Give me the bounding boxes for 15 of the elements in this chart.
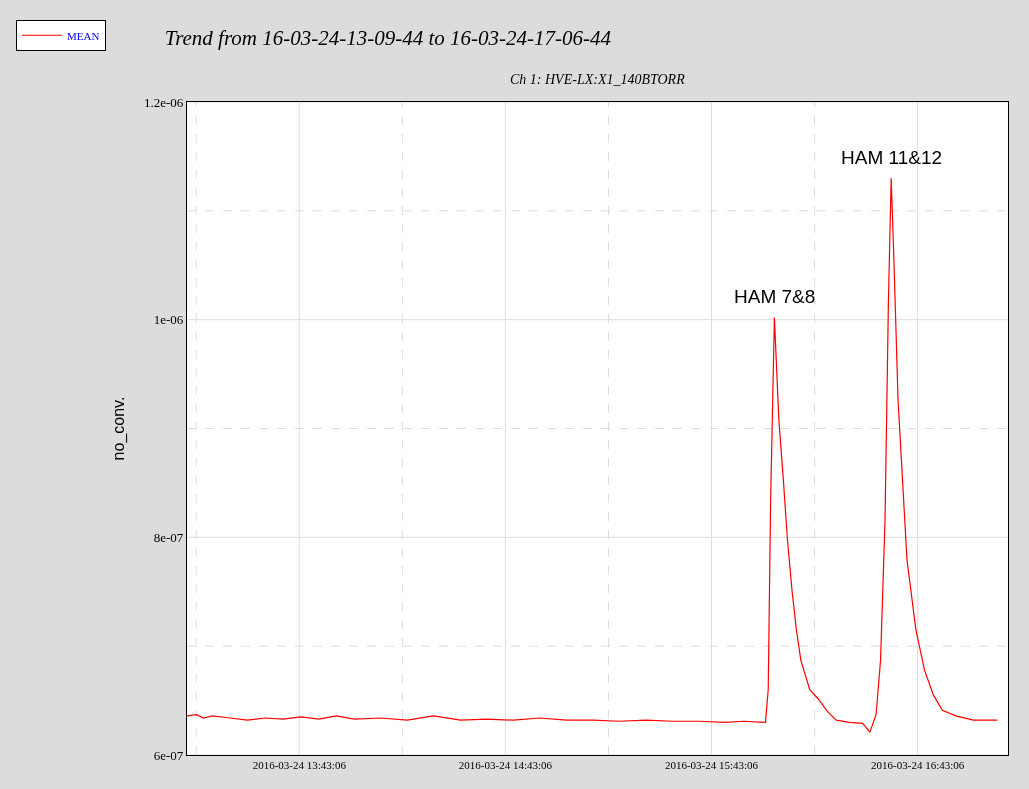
x-tick-label: 2016-03-24 15:43:06 [664,759,759,772]
y-tick-label: 6e-07 [153,747,184,763]
y-axis-title: no_conv. [109,396,128,461]
y-tick-label: 8e-07 [153,529,184,545]
y-tick-label: 1e-06 [153,312,184,328]
line-series [186,177,998,733]
chart-title: Trend from 16-03-24-13-09-44 to 16-03-24-17-06-44 [164,26,612,51]
annotation: HAM 11&12 [841,147,943,168]
x-tick-label: 2016-03-24 14:43:06 [458,759,553,772]
chart-subtitle: Ch 1: HVE-LX:X1_140BTORR [510,72,686,87]
legend-label: MEAN [66,29,100,42]
y-tick-label: 1.2e-06 [143,94,184,110]
annotation: HAM 7&8 [734,286,816,307]
x-tick-label: 2016-03-24 13:43:06 [252,759,347,772]
x-tick-label: 2016-03-24 16:43:06 [871,759,965,772]
